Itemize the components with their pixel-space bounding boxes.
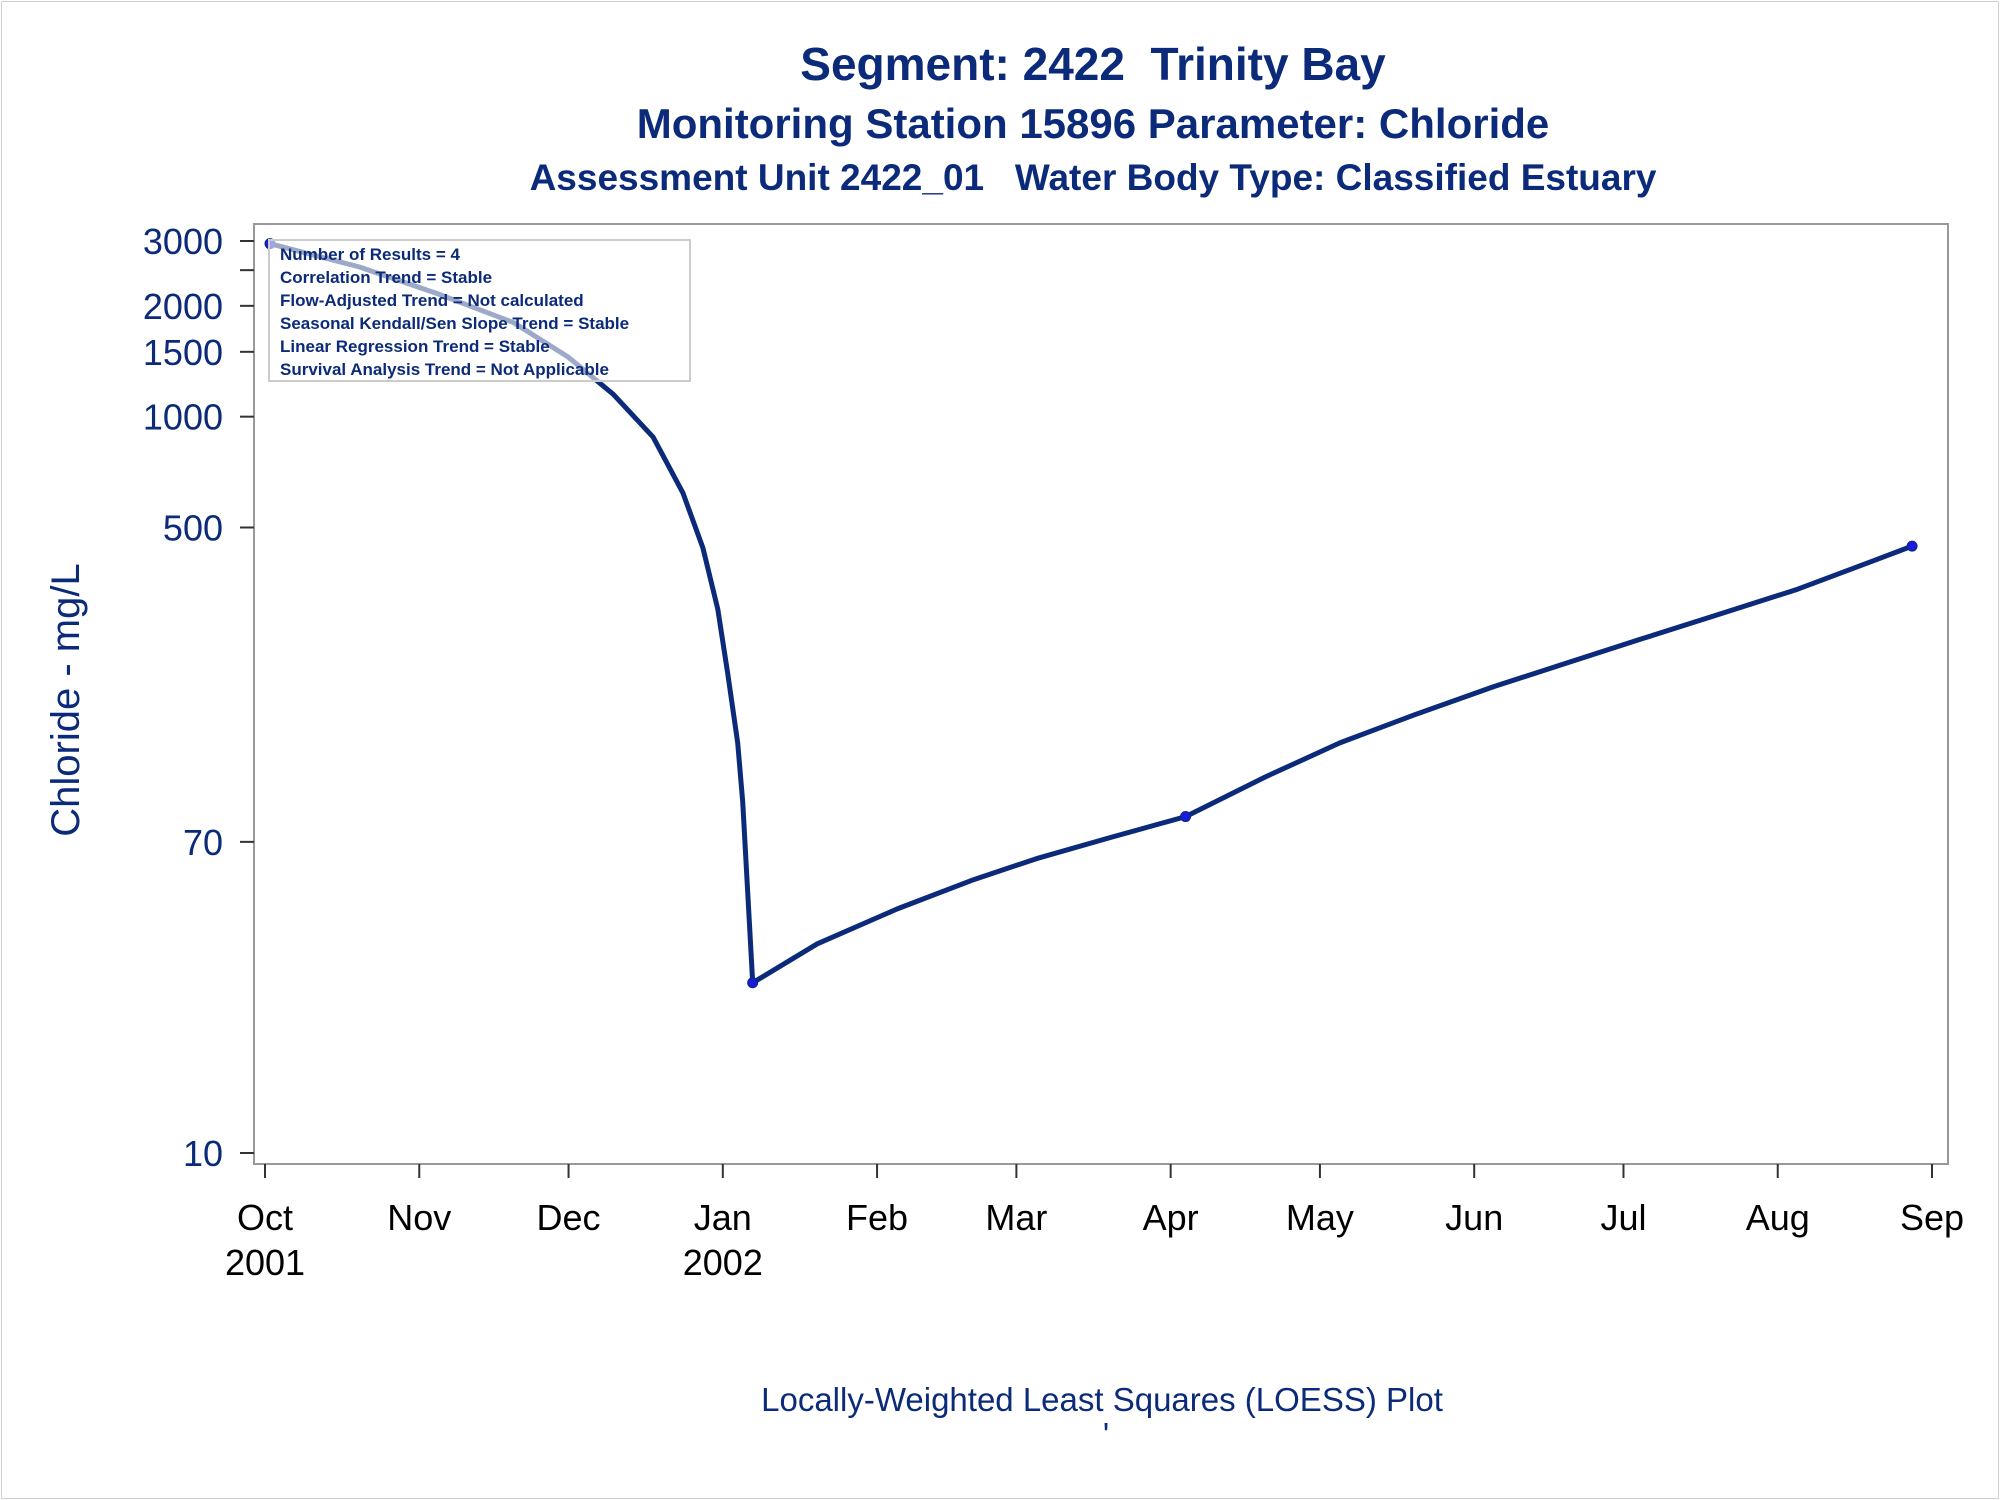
x-tick-label: Nov bbox=[387, 1197, 451, 1238]
x-tick-label: Dec bbox=[537, 1197, 601, 1238]
stat-seasonal-kendall-trend: Seasonal Kendall/Sen Slope Trend = Stabl… bbox=[280, 314, 629, 333]
stat-number-of-results: Number of Results = 4 bbox=[280, 245, 461, 264]
footnote-mark: ' bbox=[1103, 1416, 1109, 1453]
chart-title: Segment: 2422 Trinity Bay bbox=[800, 38, 1386, 90]
y-tick-label: 2000 bbox=[143, 286, 223, 327]
x-tick-label: Jun bbox=[1445, 1197, 1503, 1238]
y-tick-label: 1000 bbox=[143, 397, 223, 438]
x-tick-year-label: 2002 bbox=[683, 1242, 763, 1283]
x-axis-label: Locally-Weighted Least Squares (LOESS) P… bbox=[761, 1381, 1443, 1418]
stat-survival-analysis-trend: Survival Analysis Trend = Not Applicable bbox=[280, 360, 609, 379]
plot-area bbox=[253, 223, 1949, 1165]
x-tick-label: May bbox=[1286, 1197, 1354, 1238]
x-tick-label: Oct bbox=[237, 1197, 293, 1238]
y-axis-label: Chloride - mg/L bbox=[44, 563, 88, 836]
stats-legend-box bbox=[268, 239, 691, 382]
data-point bbox=[1906, 540, 1918, 552]
y-tick-label: 70 bbox=[183, 822, 223, 863]
x-tick-label: Aug bbox=[1746, 1197, 1810, 1238]
y-tick-label: 1500 bbox=[143, 332, 223, 373]
x-tick-label: Feb bbox=[846, 1197, 908, 1238]
chart-subtitle: Monitoring Station 15896 Parameter: Chlo… bbox=[637, 100, 1550, 147]
stats-legend: Number of Results = 4 Correlation Trend … bbox=[268, 239, 691, 382]
y-tick-label: 3000 bbox=[143, 221, 223, 262]
x-tick-label: Jan bbox=[694, 1197, 752, 1238]
stat-linear-regression-trend: Linear Regression Trend = Stable bbox=[280, 337, 550, 356]
data-point bbox=[747, 977, 759, 989]
chart-subtitle-2: Assessment Unit 2422_01 Water Body Type:… bbox=[530, 157, 1657, 198]
y-axis: 10 70 500 1000 1500 2000 3000 bbox=[143, 221, 254, 1174]
x-tick-label: Apr bbox=[1143, 1197, 1199, 1238]
x-tick-year-label: 2001 bbox=[225, 1242, 305, 1283]
stat-correlation-trend: Correlation Trend = Stable bbox=[280, 268, 492, 287]
x-tick-label: Mar bbox=[985, 1197, 1047, 1238]
stat-flow-adjusted-trend: Flow-Adjusted Trend = Not calculated bbox=[280, 291, 584, 310]
loess-line bbox=[267, 241, 1915, 986]
x-tick-label: Jul bbox=[1600, 1197, 1646, 1238]
y-tick-label: 10 bbox=[183, 1133, 223, 1174]
data-point bbox=[1180, 811, 1192, 823]
x-tick-label: Sep bbox=[1900, 1197, 1964, 1238]
y-tick-label: 500 bbox=[163, 507, 223, 548]
